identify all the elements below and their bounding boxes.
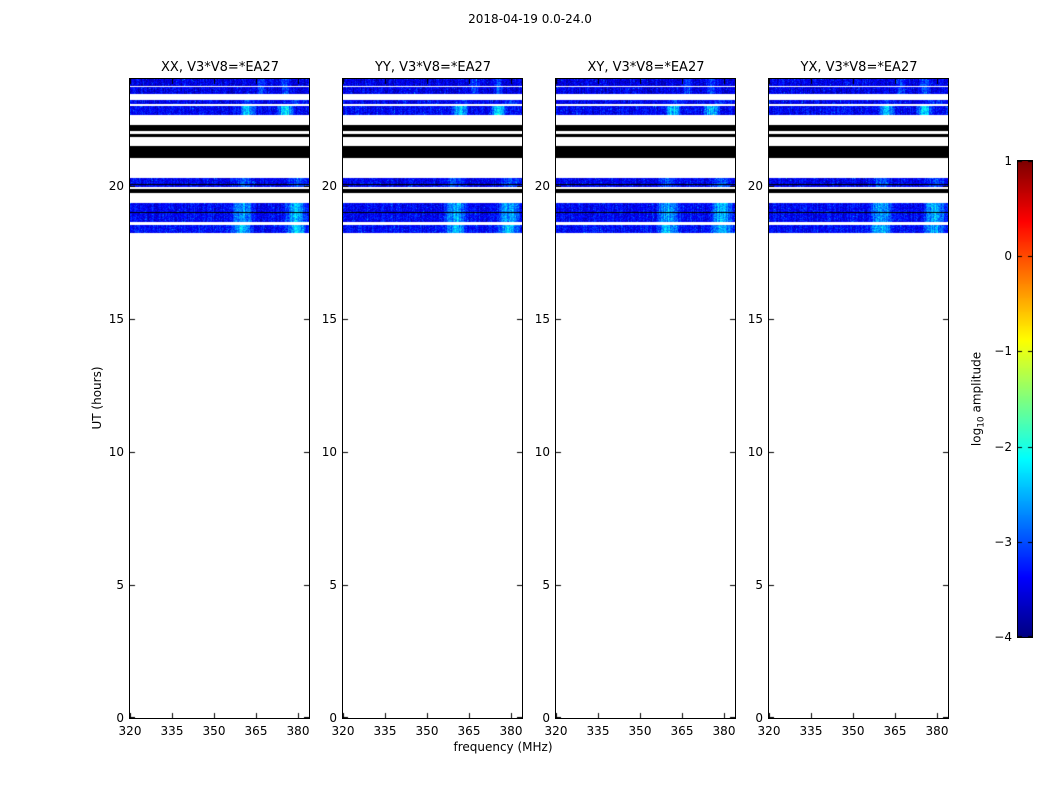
y-tick-label: 5 — [755, 578, 763, 592]
x-tick-label: 320 — [757, 724, 781, 738]
y-tick-label: 20 — [747, 179, 763, 193]
colorbar-tick-label: −3 — [994, 535, 1012, 549]
y-tick-label: 10 — [534, 445, 550, 459]
x-tick-label: 320 — [118, 724, 142, 738]
x-tick-label: 335 — [160, 724, 184, 738]
x-tick-label: 335 — [799, 724, 823, 738]
panel-xx: XX, V3*V8=*EA27 — [129, 60, 310, 719]
x-tick-label: 365 — [883, 724, 907, 738]
colorbar-gradient — [1018, 161, 1032, 637]
panel-xy-spectrogram — [556, 79, 735, 718]
panel-yx-spectrogram — [769, 79, 948, 718]
y-tick-label: 10 — [321, 445, 337, 459]
y-tick-label: 5 — [116, 578, 124, 592]
x-tick-label: 380 — [499, 724, 523, 738]
y-axis-label: UT (hours) — [90, 366, 104, 430]
x-tick-label: 350 — [202, 724, 226, 738]
panel-yx: YX, V3*V8=*EA27 — [768, 60, 949, 719]
panel-xy: XY, V3*V8=*EA27 — [555, 60, 736, 719]
colorbar-tick-label: −2 — [994, 440, 1012, 454]
x-tick-label: 380 — [286, 724, 310, 738]
y-tick-label: 0 — [116, 711, 124, 725]
y-tick-label: 20 — [534, 179, 550, 193]
panel-yx-title: YX, V3*V8=*EA27 — [800, 60, 918, 75]
colorbar-tick-label: 0 — [1004, 249, 1012, 263]
y-tick-label: 15 — [321, 312, 337, 326]
figure-title: 2018-04-19 0.0-24.0 — [468, 12, 592, 26]
panel-xx-spectrogram — [130, 79, 309, 718]
x-tick-label: 320 — [331, 724, 355, 738]
colorbar-tick-label: −4 — [994, 630, 1012, 644]
y-tick-label: 5 — [542, 578, 550, 592]
x-tick-label: 350 — [841, 724, 865, 738]
y-tick-label: 5 — [329, 578, 337, 592]
panel-yy: YY, V3*V8=*EA27 — [342, 60, 523, 719]
x-tick-label: 365 — [244, 724, 268, 738]
y-tick-label: 10 — [108, 445, 124, 459]
x-tick-label: 380 — [712, 724, 736, 738]
x-tick-label: 365 — [670, 724, 694, 738]
y-tick-label: 20 — [321, 179, 337, 193]
panel-yy-spectrogram — [343, 79, 522, 718]
y-tick-label: 20 — [108, 179, 124, 193]
colorbar-label: log10 amplitude — [969, 351, 987, 447]
x-tick-label: 380 — [925, 724, 949, 738]
colorbar-tick-label: 1 — [1004, 154, 1012, 168]
x-tick-label: 350 — [628, 724, 652, 738]
x-tick-label: 365 — [457, 724, 481, 738]
x-tick-label: 335 — [373, 724, 397, 738]
x-tick-label: 335 — [586, 724, 610, 738]
y-tick-label: 15 — [534, 312, 550, 326]
y-tick-label: 10 — [747, 445, 763, 459]
panel-xy-title: XY, V3*V8=*EA27 — [587, 60, 705, 75]
colorbar-tick-label: −1 — [994, 344, 1012, 358]
y-tick-label: 15 — [108, 312, 124, 326]
y-tick-label: 0 — [329, 711, 337, 725]
y-tick-label: 0 — [542, 711, 550, 725]
y-tick-label: 15 — [747, 312, 763, 326]
panel-yy-title: YY, V3*V8=*EA27 — [374, 60, 492, 75]
panel-xx-title: XX, V3*V8=*EA27 — [161, 60, 279, 75]
colorbar — [1017, 160, 1033, 638]
x-tick-label: 320 — [544, 724, 568, 738]
x-tick-label: 350 — [415, 724, 439, 738]
x-axis-label: frequency (MHz) — [453, 740, 553, 754]
y-tick-label: 0 — [755, 711, 763, 725]
